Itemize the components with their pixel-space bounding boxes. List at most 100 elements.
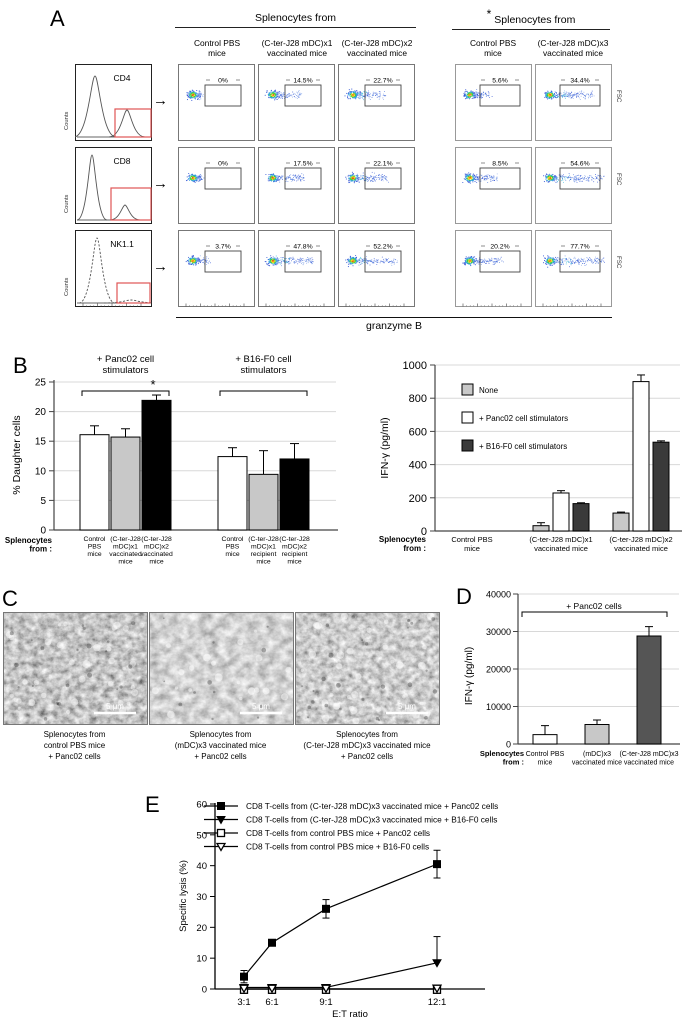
bar <box>248 473 279 531</box>
svg-text:1000: 1000 <box>403 360 427 372</box>
bar <box>532 525 550 532</box>
svg-text:mice: mice <box>256 559 271 566</box>
granzyme-axis-line <box>176 317 612 318</box>
scatter-cluster <box>543 172 605 183</box>
scatter-cluster <box>462 256 504 267</box>
svg-text:CD8 T-cells from (C-ter-J28 mD: CD8 T-cells from (C-ter-J28 mDC)x3 vacci… <box>246 815 497 825</box>
legend-swatch <box>461 383 474 396</box>
granzyme-axis-label: granzyme B <box>365 320 423 332</box>
bar <box>552 492 570 532</box>
micrograph-mdc-x3: 5 μm <box>149 612 294 725</box>
data-marker <box>215 842 227 852</box>
gate-rect <box>364 167 402 190</box>
dot-plot: 17.5% <box>258 147 335 224</box>
data-line <box>243 863 438 978</box>
svg-text:% Daughter cells: % Daughter cells <box>11 415 23 494</box>
bar <box>636 635 662 745</box>
significance-bracket <box>219 390 308 396</box>
gate-percentage: 0% <box>218 161 228 168</box>
svg-text:CD8: CD8 <box>113 156 130 166</box>
dot-plot: 34.4% <box>535 64 612 141</box>
gate-percentage: 0% <box>218 78 228 85</box>
panel-a-header-left: Splenocytes from <box>175 12 416 28</box>
svg-text:mice: mice <box>87 551 102 558</box>
svg-text:(C-ter-J28 mDC)x3: (C-ter-J28 mDC)x3 <box>619 751 678 758</box>
gate-percentage: 34.4% <box>570 78 589 85</box>
bar <box>652 441 670 532</box>
gate-rect <box>479 84 521 107</box>
gate-percentage: 8.5% <box>492 161 508 168</box>
svg-text:+ Panc02 cells: + Panc02 cells <box>566 601 622 611</box>
flow-cytometry-grid: Counts CD4 → 0% 14.5% 22.7% 5.6% 34.4% FSC Counts… <box>0 0 700 345</box>
scatter-cluster <box>264 255 314 267</box>
micrograph-cter-j28-x3: 5 μm <box>295 612 440 725</box>
svg-text:(C-ter-J28: (C-ter-J28 <box>279 536 310 543</box>
bar <box>632 381 650 532</box>
panel-a-label: A <box>50 6 65 31</box>
scatter-cluster <box>345 171 390 184</box>
ifn-gamma-chart-b-svg: 0 200 400 600 800 1000 IFN-γ (pg/ml) Control PB… <box>379 360 682 553</box>
bar <box>572 503 590 532</box>
svg-text:Splenocytes: Splenocytes <box>5 536 53 545</box>
significance-bracket <box>81 390 170 396</box>
gate-percentage: 14.5% <box>293 78 312 85</box>
svg-text:Control: Control <box>222 536 244 543</box>
scatter-cluster <box>265 173 305 183</box>
data-marker <box>240 972 248 981</box>
scatter-cluster <box>185 172 205 184</box>
bar <box>110 436 141 531</box>
dot-plot: 0% <box>178 147 255 224</box>
header-right-text: Splenocytes from <box>494 14 576 26</box>
gate-percentage: 22.1% <box>373 161 392 168</box>
data-line <box>244 962 438 989</box>
gate-rect <box>364 250 402 273</box>
svg-text:vaccinated: vaccinated <box>140 551 173 558</box>
svg-text:40: 40 <box>196 861 207 872</box>
svg-text:None: None <box>479 386 499 395</box>
svg-text:from :: from : <box>503 758 524 767</box>
ifn-gamma-bar-chart-d: 0 10000 20000 30000 40000 IFN-γ (pg/ml) Contro… <box>450 580 700 785</box>
svg-text:10: 10 <box>196 954 207 965</box>
gate-percentage: 77.7% <box>570 244 589 251</box>
scatter-cluster <box>264 89 303 101</box>
svg-text:(mDC)x3: (mDC)x3 <box>583 751 611 758</box>
scale-bar-label: 5 μm <box>398 702 416 711</box>
svg-text:+ B16-F0 cell: + B16-F0 cell <box>235 354 291 365</box>
svg-text:200: 200 <box>409 493 427 505</box>
fsc-axis-label: FSC <box>615 173 622 186</box>
gate-rect <box>284 250 322 273</box>
gate-rect <box>559 250 601 273</box>
scatter-cluster <box>542 255 605 268</box>
svg-text:Specific lysis (%): Specific lysis (%) <box>178 860 189 932</box>
column-header-x2: (C-ter-J28 mDC)x2 vaccinated mice <box>341 38 413 59</box>
data-marker <box>216 828 226 838</box>
svg-text:6:1: 6:1 <box>265 997 278 1008</box>
svg-text:mDC)x1: mDC)x1 <box>113 544 138 551</box>
dot-plot: 3.7% <box>178 230 255 307</box>
svg-text:vaccinated mice: vaccinated mice <box>572 760 622 767</box>
svg-text:stimulators: stimulators <box>103 365 149 376</box>
svg-text:mDC)x1: mDC)x1 <box>251 544 276 551</box>
scatter-cluster <box>345 254 398 268</box>
gate-percentage: 17.5% <box>293 161 312 168</box>
scale-bar-label: 5 μm <box>252 702 270 711</box>
data-marker <box>268 938 276 947</box>
gate-percentage: 3.7% <box>215 244 231 251</box>
dot-plot: 47.8% <box>258 230 335 307</box>
svg-text:600: 600 <box>409 426 427 438</box>
legend-swatch <box>461 411 474 424</box>
svg-text:60: 60 <box>196 800 207 811</box>
svg-text:mice: mice <box>149 559 164 566</box>
svg-text:+ Panc02 cell stimulators: + Panc02 cell stimulators <box>479 414 568 423</box>
svg-text:30: 30 <box>196 892 207 903</box>
svg-text:20: 20 <box>196 923 207 934</box>
data-marker <box>433 860 441 869</box>
svg-text:10000: 10000 <box>486 702 511 712</box>
svg-text:9:1: 9:1 <box>319 997 332 1008</box>
bracket <box>521 611 668 617</box>
dot-plot: 8.5% <box>455 147 532 224</box>
svg-text:mice: mice <box>464 544 480 553</box>
dot-plot: 22.1% <box>338 147 415 224</box>
arrow-icon: → <box>153 92 168 109</box>
